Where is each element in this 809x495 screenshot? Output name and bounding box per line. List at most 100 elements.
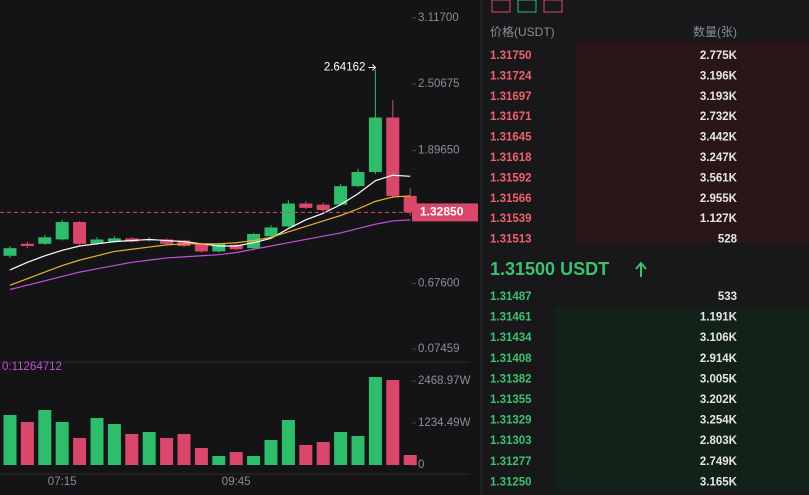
- volume-bar: [368, 377, 382, 465]
- ask-price: 1.31618: [490, 152, 532, 164]
- volume-bar: [212, 455, 226, 465]
- ask-price: 1.31724: [490, 70, 532, 82]
- time-label: 09:45: [222, 476, 251, 488]
- candle-body: [281, 203, 295, 227]
- ask-qty: 3.247K: [700, 152, 738, 164]
- bid-qty: 3.165K: [700, 476, 738, 488]
- order-book-toolbar: [491, 0, 563, 13]
- y-tick-label: 0.67600: [418, 277, 460, 289]
- candle-body: [229, 244, 243, 250]
- last-price: 1.31500 USDT: [490, 259, 609, 279]
- y-tick-label: 0.07459: [418, 343, 460, 355]
- ask-qty: 3.193K: [700, 91, 738, 103]
- view-bids-button[interactable]: [517, 0, 537, 13]
- bid-qty: 3.005K: [700, 373, 738, 385]
- ask-qty: 2.775K: [700, 50, 738, 62]
- up-arrow-icon: [635, 261, 647, 277]
- ask-qty: 2.732K: [700, 111, 738, 123]
- volume-bar: [334, 431, 348, 465]
- bid-price: 1.31277: [490, 456, 532, 468]
- candle-body: [55, 222, 69, 240]
- bid-price: 1.31329: [490, 415, 532, 427]
- moving-average-line: [9, 219, 411, 291]
- candle-body: [3, 248, 17, 256]
- bid-depth-area: [555, 308, 809, 490]
- volume-bar: [160, 437, 174, 465]
- bid-price: 1.31434: [490, 332, 532, 344]
- ask-price: 1.31697: [490, 91, 532, 103]
- bid-price: 1.31408: [490, 353, 532, 365]
- moving-average-line: [9, 174, 411, 271]
- time-label: 07:15: [48, 476, 77, 488]
- volume-bar: [403, 454, 417, 465]
- y-tick-label: 1.89650: [418, 145, 460, 157]
- volume-bar: [55, 421, 69, 465]
- y-tick-label: 2.50675: [418, 78, 460, 90]
- bid-qty: 2.914K: [700, 353, 738, 365]
- ask-price: 1.31645: [490, 132, 532, 144]
- view-asks-button[interactable]: [543, 0, 563, 13]
- ask-price: 1.31513: [490, 234, 532, 246]
- ask-price: 1.31750: [490, 50, 532, 62]
- candle-body: [160, 239, 174, 244]
- bid-qty: 3.254K: [700, 415, 738, 427]
- candle-body: [351, 171, 365, 187]
- bid-qty: 1.191K: [700, 312, 738, 324]
- y-tick-label: 3.11700: [418, 12, 459, 24]
- candle-body: [212, 243, 226, 252]
- bid-qty: 533: [718, 291, 737, 303]
- high-label: 2.64162: [324, 62, 366, 74]
- ask-price: 1.31566: [490, 193, 532, 205]
- current-price-tag: [412, 203, 478, 222]
- ask-qty: 1.127K: [700, 213, 738, 225]
- volume-bar: [229, 452, 243, 465]
- volume-tick-label: 0: [418, 459, 424, 471]
- moving-average-line: [9, 195, 411, 286]
- volume-bar: [194, 447, 208, 465]
- volume-tick-label: 2468.97W: [418, 375, 471, 387]
- view-both-button[interactable]: [491, 0, 511, 13]
- bid-price: 1.31250: [490, 476, 532, 488]
- candle-body: [264, 227, 278, 237]
- volume-bar: [73, 437, 87, 465]
- candle-body: [299, 203, 313, 208]
- high-arrow-icon: [368, 64, 377, 71]
- bid-price: 1.31461: [490, 312, 532, 324]
- bid-price: 1.31355: [490, 394, 532, 406]
- candle-body: [334, 186, 348, 205]
- volume-bar: [38, 409, 52, 465]
- volume-bar: [247, 455, 261, 465]
- volume-bar: [90, 418, 104, 465]
- volume-bar: [107, 424, 121, 465]
- ask-price: 1.31671: [490, 111, 532, 123]
- candle-body: [368, 117, 382, 172]
- qty-header: 数量(张): [693, 24, 737, 39]
- volume-bar: [316, 441, 330, 465]
- volume-bar: [142, 431, 156, 465]
- volume-bar: [125, 434, 139, 465]
- ask-qty: 3.442K: [700, 132, 738, 144]
- volume-bar: [351, 436, 365, 465]
- candle-body: [20, 243, 34, 246]
- volume-bar: [20, 421, 34, 465]
- candle-body: [107, 238, 121, 242]
- bid-price: 1.31487: [490, 291, 532, 303]
- ask-qty: 3.561K: [700, 172, 738, 184]
- volume-bar: [3, 414, 17, 465]
- ask-qty: 3.196K: [700, 70, 738, 82]
- candle-body: [194, 243, 208, 252]
- volume-bar: [386, 380, 400, 465]
- candle-body: [90, 239, 104, 244]
- volume-label: 0:11264712: [2, 361, 62, 373]
- volume-bar: [264, 439, 278, 465]
- bid-price: 1.31382: [490, 373, 532, 385]
- ask-price: 1.31592: [490, 172, 532, 184]
- ask-qty: 528: [718, 234, 738, 246]
- price-header: 价格(USDT): [490, 24, 555, 39]
- volume-bar: [177, 434, 191, 465]
- current-price-label: 1.32850: [420, 205, 464, 219]
- ask-price: 1.31539: [490, 213, 532, 225]
- volume-bar: [281, 419, 295, 465]
- bid-qty: 2.803K: [700, 435, 738, 447]
